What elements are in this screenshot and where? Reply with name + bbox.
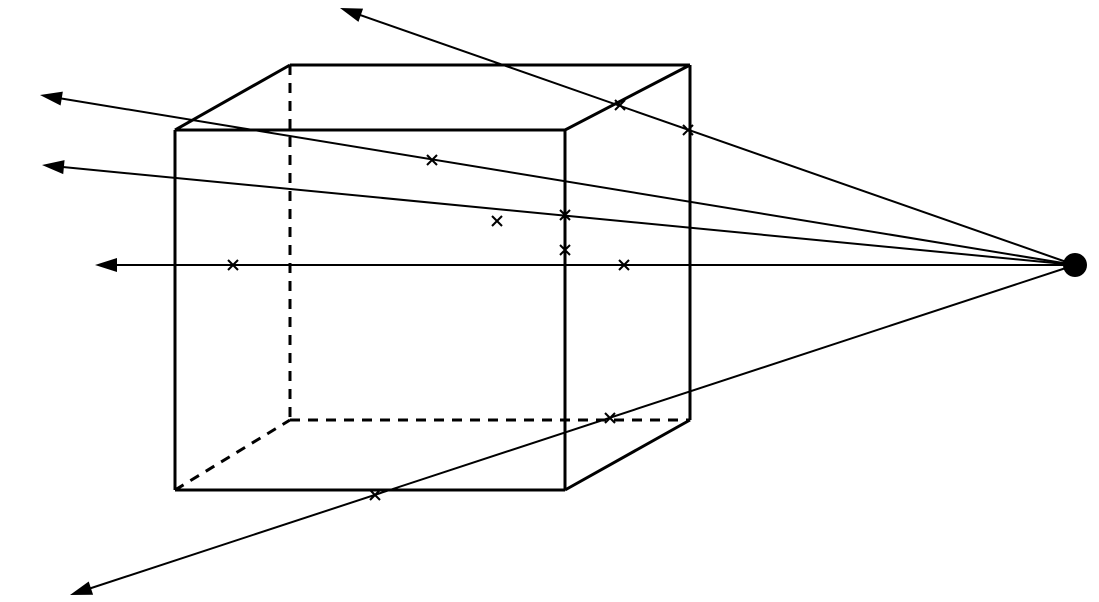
cube-edge-hidden <box>175 420 290 490</box>
ray-4 <box>83 265 1075 591</box>
ray-source-point <box>1063 253 1087 277</box>
ray-arrowhead <box>42 160 65 174</box>
ray-arrowhead <box>340 8 363 22</box>
perspective-diagram <box>0 0 1099 602</box>
ray-0 <box>352 12 1075 265</box>
ray-arrowhead <box>95 258 117 272</box>
ray-arrowhead <box>40 92 63 106</box>
ray-arrowhead <box>70 581 93 595</box>
cube-edge <box>565 65 690 130</box>
cube-edge <box>565 420 690 490</box>
cube-edge <box>175 65 290 130</box>
